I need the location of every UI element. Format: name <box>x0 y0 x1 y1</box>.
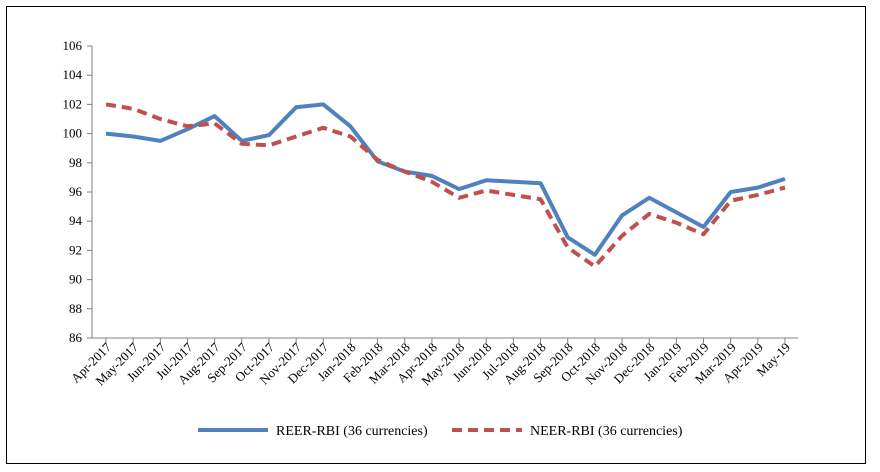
y-tick-label: 98 <box>69 155 82 170</box>
y-tick-label: 100 <box>63 126 83 141</box>
y-tick-label: 94 <box>69 213 83 228</box>
series-line-neer <box>105 102 786 269</box>
y-tick-label: 104 <box>63 67 83 82</box>
y-tick-label: 88 <box>69 301 82 316</box>
legend-label-neer: NEER-RBI (36 currencies) <box>530 424 683 439</box>
series-layer <box>105 102 786 269</box>
legend-label-reer: REER-RBI (36 currencies) <box>276 424 428 439</box>
y-tick-label: 102 <box>63 96 83 111</box>
series-line-reer <box>105 102 786 257</box>
y-axis: 106 104 102 100 98 96 94 92 90 88 86 <box>63 38 93 345</box>
y-tick-label: 90 <box>69 272 82 287</box>
legend: REER-RBI (36 currencies) NEER-RBI (36 cu… <box>198 424 683 439</box>
x-axis: Apr-2017May-2017Jun-2017Jul-2017Aug-2017… <box>68 337 798 388</box>
y-tick-label: 106 <box>63 38 83 53</box>
y-tick-label: 96 <box>69 184 83 199</box>
y-tick-label: 86 <box>69 330 83 345</box>
chart-frame <box>6 6 866 464</box>
y-tick-label: 92 <box>69 242 82 257</box>
